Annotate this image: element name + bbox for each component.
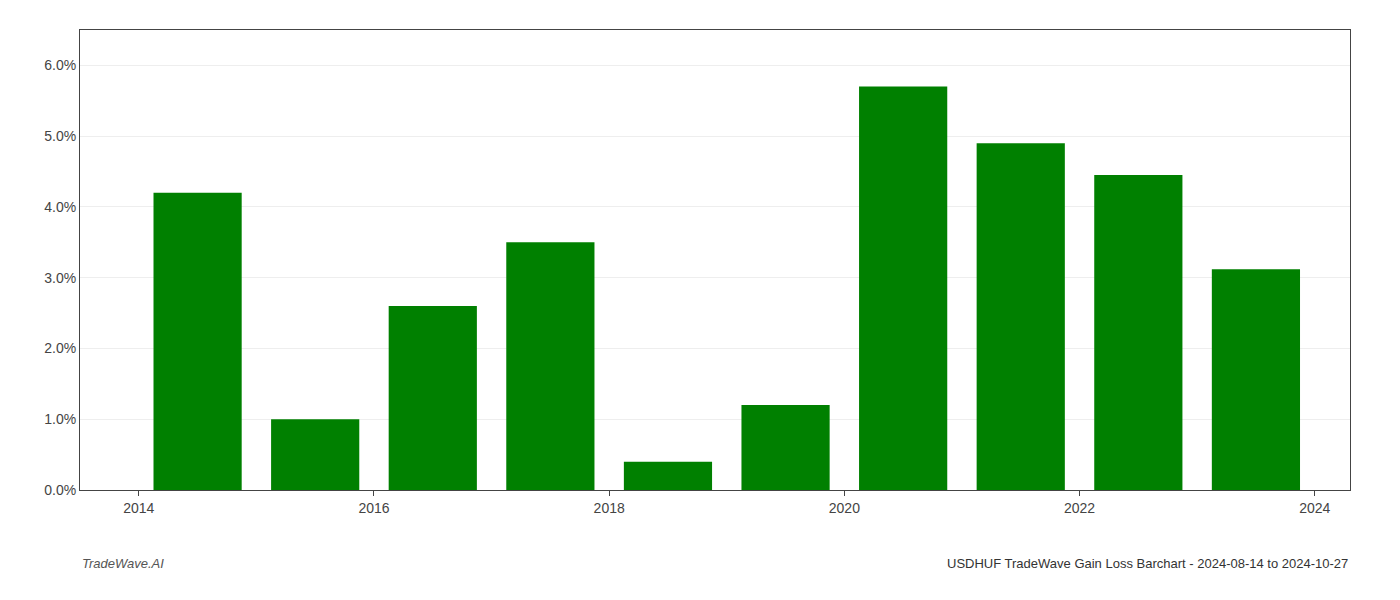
svg-text:2018: 2018 — [594, 500, 625, 516]
svg-text:TradeWave.AI: TradeWave.AI — [82, 556, 164, 571]
svg-text:3.0%: 3.0% — [44, 270, 76, 286]
svg-text:2024: 2024 — [1299, 500, 1330, 516]
svg-text:6.0%: 6.0% — [44, 57, 76, 73]
svg-text:1.0%: 1.0% — [44, 411, 76, 427]
svg-text:USDHUF TradeWave Gain Loss Bar: USDHUF TradeWave Gain Loss Barchart - 20… — [947, 556, 1348, 571]
svg-text:2020: 2020 — [829, 500, 860, 516]
svg-text:2022: 2022 — [1064, 500, 1095, 516]
svg-text:2016: 2016 — [358, 500, 389, 516]
svg-text:0.0%: 0.0% — [44, 482, 76, 498]
svg-text:2014: 2014 — [123, 500, 154, 516]
svg-text:5.0%: 5.0% — [44, 128, 76, 144]
svg-text:2.0%: 2.0% — [44, 340, 76, 356]
svg-text:4.0%: 4.0% — [44, 199, 76, 215]
